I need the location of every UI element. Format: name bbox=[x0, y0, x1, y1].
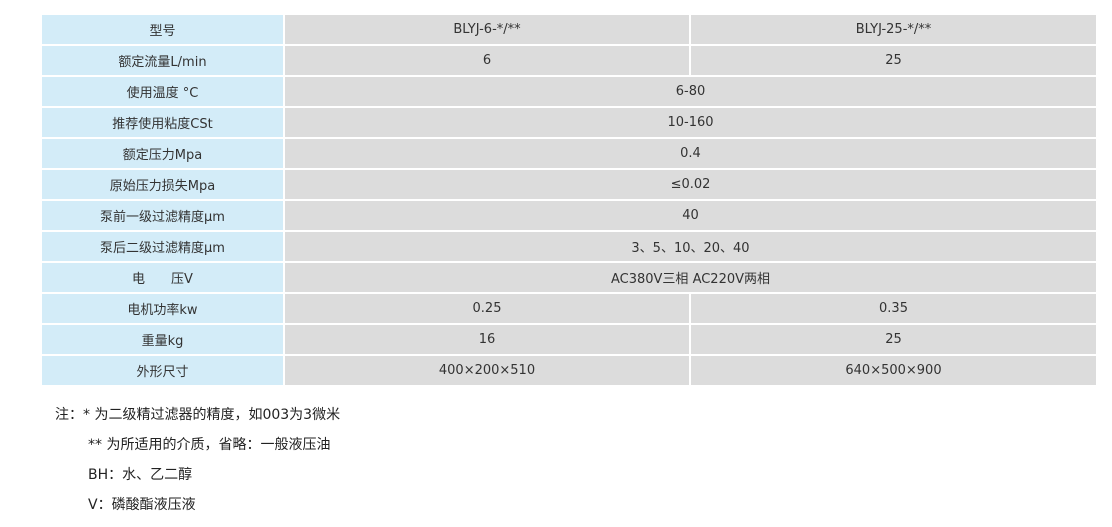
row-value: 40 bbox=[283, 199, 1098, 232]
notes: 注：* 为二级精过滤器的精度，如003为3微米 ** 为所适用的介质，省略：一般… bbox=[55, 400, 340, 520]
row-value: 25 bbox=[689, 323, 1098, 356]
row-value: 0.4 bbox=[283, 137, 1098, 170]
row-label: 泵后二级过滤精度μm bbox=[40, 230, 285, 263]
table-row: 原始压力损失Mpa ≤0.02 bbox=[40, 168, 1098, 201]
table-row: 电 压V AC380V三相 AC220V两相 bbox=[40, 261, 1098, 294]
row-label: 电机功率kw bbox=[40, 292, 285, 325]
row-label: 使用温度 °C bbox=[40, 75, 285, 108]
table-row: 重量kg 16 25 bbox=[40, 323, 1098, 356]
row-label: 重量kg bbox=[40, 323, 285, 356]
row-value: 400×200×510 bbox=[283, 354, 691, 387]
table-row: 额定压力Mpa 0.4 bbox=[40, 137, 1098, 170]
table-row: 泵后二级过滤精度μm 3、5、10、20、40 bbox=[40, 230, 1098, 263]
row-value: BLYJ-25-*/** bbox=[689, 13, 1098, 46]
table-row: 外形尺寸 400×200×510 640×500×900 bbox=[40, 354, 1098, 387]
note-line: BH：水、乙二醇 bbox=[88, 467, 193, 483]
spec-table: 型号 BLYJ-6-*/** BLYJ-25-*/** 额定流量L/min 6 25 使用温… bbox=[40, 13, 1098, 387]
row-value: 16 bbox=[283, 323, 691, 356]
row-label: 额定流量L/min bbox=[40, 44, 285, 77]
row-value: 0.35 bbox=[689, 292, 1098, 325]
row-label: 型号 bbox=[40, 13, 285, 46]
row-label: 外形尺寸 bbox=[40, 354, 285, 387]
table-row: 推荐使用粘度CSt 10-160 bbox=[40, 106, 1098, 139]
table-row: 使用温度 °C 6-80 bbox=[40, 75, 1098, 108]
row-value: 3、5、10、20、40 bbox=[283, 230, 1098, 263]
row-value: 6-80 bbox=[283, 75, 1098, 108]
row-value: 25 bbox=[689, 44, 1098, 77]
row-label: 泵前一级过滤精度μm bbox=[40, 199, 285, 232]
row-value: 640×500×900 bbox=[689, 354, 1098, 387]
row-value: 10-160 bbox=[283, 106, 1098, 139]
row-label: 推荐使用粘度CSt bbox=[40, 106, 285, 139]
row-value: ≤0.02 bbox=[283, 168, 1098, 201]
note-line: 注：* 为二级精过滤器的精度，如003为3微米 bbox=[55, 407, 341, 423]
row-label: 额定压力Mpa bbox=[40, 137, 285, 170]
table-row: 额定流量L/min 6 25 bbox=[40, 44, 1098, 77]
table-row: 型号 BLYJ-6-*/** BLYJ-25-*/** bbox=[40, 13, 1098, 46]
table-row: 泵前一级过滤精度μm 40 bbox=[40, 199, 1098, 232]
row-value: 6 bbox=[283, 44, 691, 77]
note-line: ** 为所适用的介质，省略：一般液压油 bbox=[88, 437, 331, 453]
row-value: 0.25 bbox=[283, 292, 691, 325]
row-value: AC380V三相 AC220V两相 bbox=[283, 261, 1098, 294]
row-label: 电 压V bbox=[40, 261, 285, 294]
row-value: BLYJ-6-*/** bbox=[283, 13, 691, 46]
row-label: 原始压力损失Mpa bbox=[40, 168, 285, 201]
note-line: V：磷酸酯液压液 bbox=[88, 497, 196, 513]
table-row: 电机功率kw 0.25 0.35 bbox=[40, 292, 1098, 325]
